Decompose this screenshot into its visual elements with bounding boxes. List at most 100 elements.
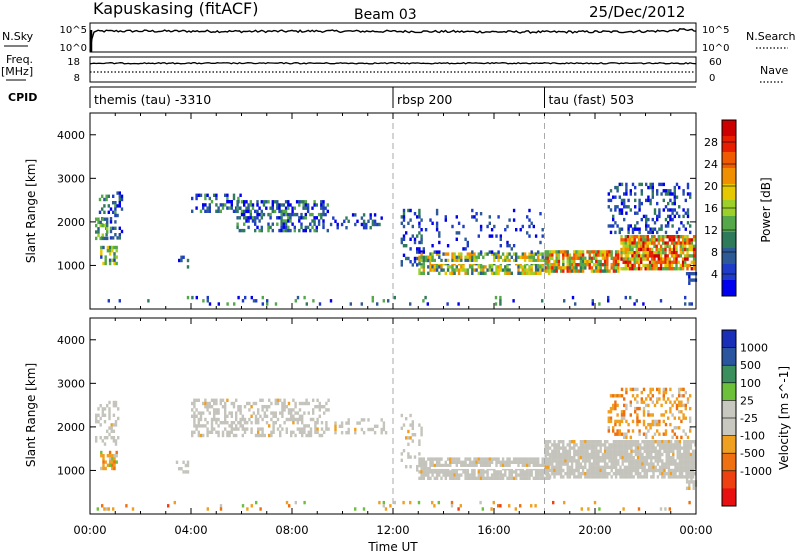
range-gate-cell xyxy=(418,208,421,213)
range-gate-cell xyxy=(588,440,591,444)
range-gate-cell xyxy=(206,421,209,425)
range-gate-cell xyxy=(676,456,679,460)
range-gate-cell xyxy=(579,266,583,270)
range-gate-cell xyxy=(688,244,691,248)
range-gate-cell xyxy=(457,302,460,306)
range-gate-cell xyxy=(627,224,630,228)
range-gate-cell xyxy=(620,182,624,187)
range-gate-cell xyxy=(213,398,216,402)
range-gate-cell xyxy=(315,225,318,230)
range-gate-cell xyxy=(523,255,527,259)
range-gate-cell xyxy=(562,456,565,460)
range-gate-cell xyxy=(322,209,325,214)
range-gate-cell xyxy=(660,413,663,417)
range-gate-cell xyxy=(684,406,687,411)
range-gate-cell xyxy=(656,397,659,401)
range-gate-cell xyxy=(208,430,211,434)
range-gate-cell xyxy=(290,411,293,415)
range-gate-cell xyxy=(680,459,684,463)
range-gate-cell xyxy=(631,235,634,239)
range-gate-cell xyxy=(586,475,589,479)
range-gate-cell xyxy=(195,408,198,412)
range-gate-cell xyxy=(114,442,118,446)
range-gate-cell xyxy=(224,417,227,422)
range-gate-cell xyxy=(644,267,647,271)
range-gate-cell xyxy=(113,460,116,464)
range-gate-cell xyxy=(422,255,425,259)
range-gate-cell xyxy=(479,265,483,269)
range-gate-cell xyxy=(111,457,114,461)
range-gate-cell xyxy=(530,250,533,254)
range-gate-cell xyxy=(638,227,641,231)
range-gate-cell xyxy=(537,476,540,480)
range-gate-cell xyxy=(610,263,613,267)
range-gate-cell xyxy=(362,431,366,435)
range-gate-cell xyxy=(681,244,685,248)
range-gate-cell xyxy=(645,227,648,231)
range-gate-cell xyxy=(416,263,419,267)
range-gate-cell xyxy=(206,206,209,210)
range-gate-cell xyxy=(213,408,216,412)
range-gate-cell xyxy=(659,244,663,248)
range-gate-cell xyxy=(664,251,667,255)
range-gate-cell xyxy=(424,473,428,477)
range-gate-cell xyxy=(482,460,485,464)
range-gate-cell xyxy=(508,244,511,248)
range-gate-cell xyxy=(433,258,436,263)
range-gate-cell xyxy=(537,473,540,477)
range-gate-cell xyxy=(493,470,496,474)
range-gate-cell xyxy=(276,417,280,422)
range-gate-cell xyxy=(345,226,348,230)
range-gate-cell xyxy=(506,457,509,461)
range-gate-cell xyxy=(309,427,313,431)
range-gate-cell xyxy=(568,468,572,473)
range-gate-cell xyxy=(590,446,594,450)
range-gate-cell xyxy=(435,228,439,232)
range-gate-cell xyxy=(622,257,625,261)
range-gate-cell xyxy=(281,401,284,406)
range-gate-cell xyxy=(647,394,650,398)
range-gate-cell xyxy=(292,421,295,425)
range-gate-cell xyxy=(678,472,682,476)
range-gate-cell xyxy=(647,452,651,457)
range-gate-cell xyxy=(647,465,651,469)
range-gate-cell xyxy=(191,209,194,213)
range-gate-cell xyxy=(579,446,583,450)
range-gate-cell xyxy=(638,208,641,212)
range-gate-cell xyxy=(544,259,547,264)
range-gate-cell xyxy=(217,430,220,434)
range-gate-cell xyxy=(424,460,428,464)
range-gate-cell xyxy=(101,217,104,221)
range-gate-cell xyxy=(416,468,419,472)
range-gate-cell xyxy=(514,507,517,511)
range-gate-cell xyxy=(606,462,609,466)
range-gate-cell xyxy=(523,265,527,269)
range-gate-cell xyxy=(555,452,558,457)
range-gate-cell xyxy=(186,258,190,263)
range-gate-cell xyxy=(98,210,102,214)
range-gate-cell xyxy=(254,417,258,422)
freq-left-top-tick: 18 xyxy=(67,57,80,68)
range-gate-cell xyxy=(614,400,617,404)
range-gate-cell xyxy=(555,256,558,260)
range-gate-cell xyxy=(645,472,649,476)
range-gate-cell xyxy=(647,456,651,460)
range-gate-cell xyxy=(658,390,661,395)
range-gate-cell xyxy=(657,254,660,258)
range-gate-cell xyxy=(679,247,682,252)
range-gate-cell xyxy=(497,460,500,464)
range-gate-cell xyxy=(618,429,621,433)
range-gate-cell xyxy=(215,408,218,412)
power-scatter xyxy=(95,182,698,306)
range-gate-cell xyxy=(429,255,432,259)
range-gate-cell xyxy=(526,231,529,235)
range-gate-cell xyxy=(635,244,638,248)
range-gate-cell xyxy=(640,397,643,401)
range-gate-cell xyxy=(114,207,117,211)
range-gate-cell xyxy=(438,240,441,245)
range-gate-cell xyxy=(473,268,476,272)
range-gate-cell xyxy=(479,463,483,468)
range-gate-cell xyxy=(420,263,423,267)
range-gate-cell xyxy=(440,258,443,263)
range-gate-cell xyxy=(640,247,643,252)
